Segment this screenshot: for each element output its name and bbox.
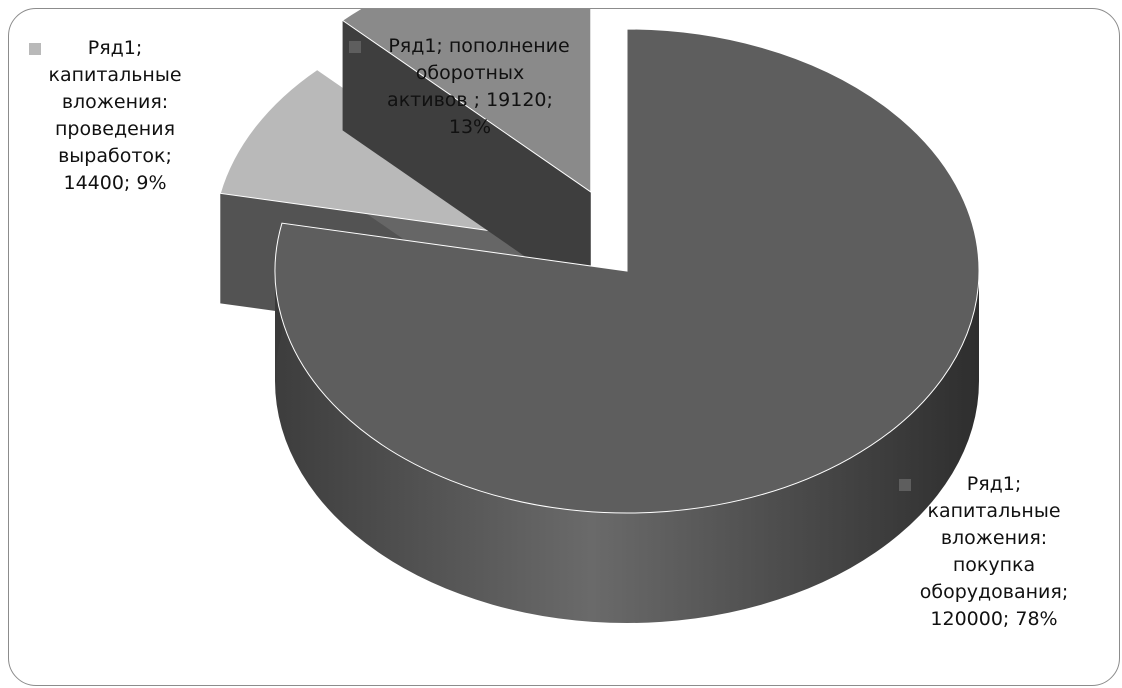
pie-chart [219,9,980,623]
label-line: вложения: [940,527,1048,549]
data-label-equipment: Ряд1; капитальные вложения: покупка обор… [889,471,1099,633]
label-line: вложения: [61,91,169,113]
chart-area: Ряд1; капитальные вложения: покупка обор… [8,8,1120,686]
label-line: выработок; [58,145,172,167]
label-line: Ряд1; [87,37,143,59]
label-line: Ряд1; [966,473,1022,495]
legend-key-current-assets [349,41,361,53]
label-line: капитальные [48,64,182,86]
pie-side-equipment [275,271,979,623]
label-line: проведения [54,118,176,140]
label-line: оборудования; [919,581,1069,603]
label-line: оборотных [415,62,525,84]
label-line: 14400; 9% [63,172,167,194]
label-line: 120000; 78% [930,608,1058,630]
label-line: капитальные [927,500,1061,522]
data-label-workings: Ряд1; капитальные вложения: проведения в… [15,35,215,197]
legend-key-workings [29,43,41,55]
label-line: Ряд1; пополнение [388,35,570,57]
pie-slice-current-assets [341,9,592,193]
label-line: активов ; 19120; [387,89,553,111]
label-line: покупка [952,554,1036,576]
data-label-current-assets: Ряд1; пополнение оборотных активов ; 191… [345,33,595,141]
legend-key-equipment [899,479,911,491]
pie-side-current-assets-wall-a [342,20,591,302]
pie-slice-equipment [274,28,980,514]
label-line: 13% [448,116,492,138]
